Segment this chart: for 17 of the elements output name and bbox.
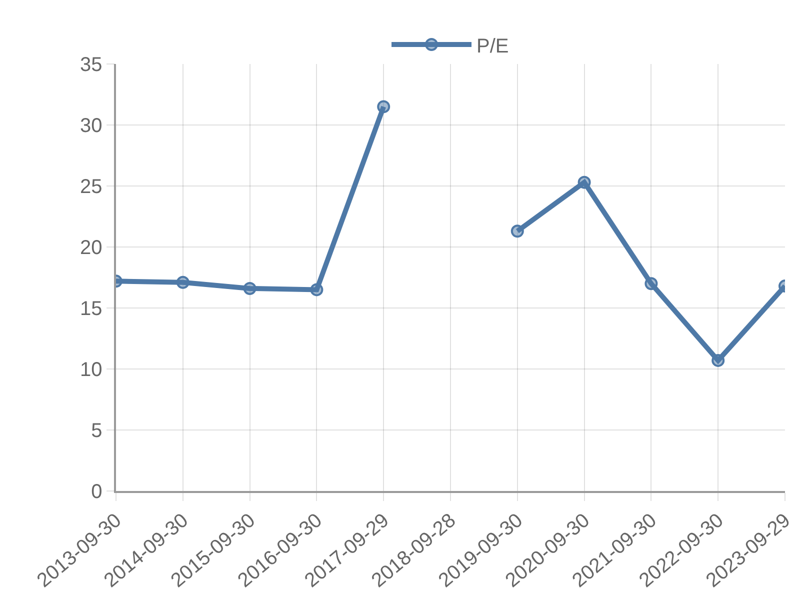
point (377, 100, 390, 114)
y-tick-label: 30 (80, 115, 102, 137)
y-tick-label: 25 (80, 176, 102, 198)
point (578, 176, 591, 189)
y-tick-label: 35 (80, 54, 102, 76)
point (243, 282, 256, 295)
point (176, 276, 190, 289)
point (644, 277, 658, 290)
point (712, 354, 725, 367)
point (510, 224, 524, 238)
y-tick-label: 20 (80, 237, 102, 259)
y-tick-label: 15 (80, 298, 102, 320)
y-tick-label: 10 (80, 359, 102, 381)
y-tick-label: 5 (91, 420, 102, 442)
y-tick-label: 0 (91, 481, 102, 503)
legend-label: P/E (476, 35, 509, 58)
point (310, 283, 324, 296)
